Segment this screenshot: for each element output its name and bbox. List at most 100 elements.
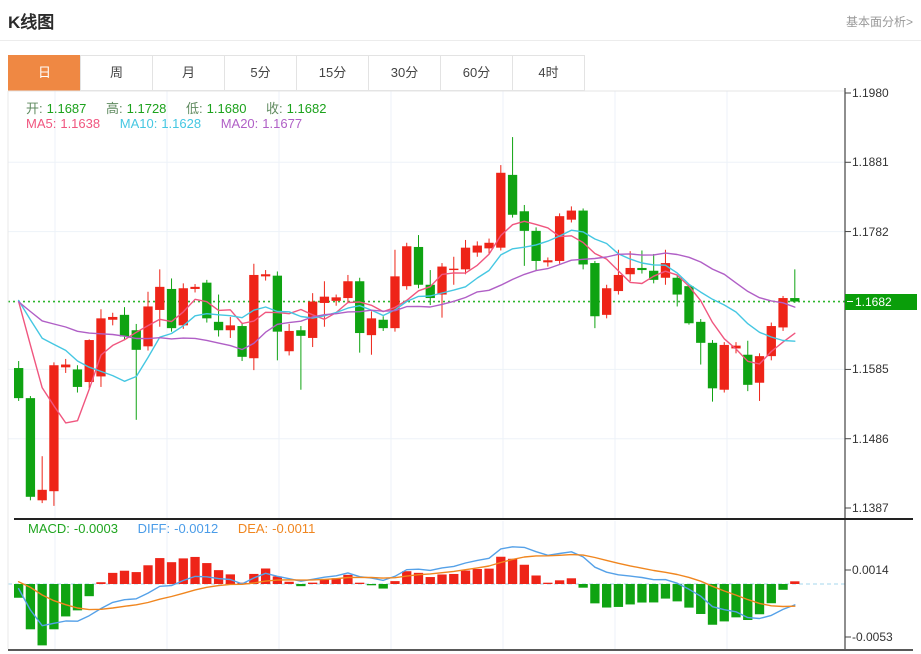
candle-body <box>484 242 494 249</box>
macd-histogram-bar <box>61 584 71 617</box>
candle-body <box>49 365 59 492</box>
current-price-badge: 1.1682 <box>845 293 917 310</box>
macd-histogram-bar <box>672 584 682 602</box>
macd-histogram-bar <box>590 584 600 604</box>
macd-histogram-bar <box>472 569 482 584</box>
macd-histogram-bar <box>331 578 341 584</box>
ma5-line <box>17 220 796 424</box>
candle-body <box>190 286 200 289</box>
candle-body <box>425 284 435 299</box>
candle-body <box>202 282 212 319</box>
ohlc-open-value: 1.1687 <box>46 101 87 116</box>
macd-histogram-bar <box>507 558 518 584</box>
macd-histogram-bar <box>766 584 776 604</box>
period-tab-3[interactable]: 月 <box>152 55 225 91</box>
ma-legend: MA5: 1.1638 MA10: 1.1628 MA20: 1.1677 <box>26 116 306 131</box>
ohlc-low-label: 低: <box>186 101 203 116</box>
candle-body <box>237 326 247 357</box>
candle-body <box>566 210 577 220</box>
dea-value: -0.0011 <box>272 521 316 536</box>
candle-body <box>108 316 118 320</box>
candle-body <box>590 263 600 317</box>
macd-histogram-bar <box>790 581 800 584</box>
macd-histogram-bar <box>602 584 612 608</box>
candle-body <box>119 314 130 337</box>
candle-body <box>166 288 177 329</box>
macd-histogram-bar <box>355 582 365 584</box>
ohlc-close-label: 收: <box>266 101 283 116</box>
candle-body <box>14 368 24 399</box>
candle-body <box>790 298 800 302</box>
macd-histogram-bar <box>366 584 377 586</box>
candle-body <box>543 260 553 263</box>
candle-body <box>61 364 71 368</box>
period-tab-4[interactable]: 5分 <box>224 55 297 91</box>
ma5-label: MA5: <box>26 116 57 131</box>
price-axis-label: 1.1585 <box>852 362 889 377</box>
macd-histogram-bar <box>578 584 588 588</box>
macd-histogram-bar <box>460 570 471 584</box>
candle-body <box>355 281 365 334</box>
macd-histogram-bar <box>660 584 671 599</box>
macd-histogram-bar <box>72 584 83 611</box>
price-axis-label: 1.1387 <box>852 501 889 515</box>
candle-body <box>343 281 353 299</box>
period-tab-6[interactable]: 30分 <box>368 55 441 91</box>
candle-body <box>390 276 400 329</box>
candle-body <box>696 321 706 343</box>
candle-body <box>602 288 612 315</box>
candle-body <box>402 246 412 287</box>
candle-body <box>213 321 224 331</box>
macd-histogram-bar <box>449 573 459 584</box>
macd-histogram-bar <box>155 558 165 584</box>
price-axis-label: 1.1980 <box>852 86 889 100</box>
macd-histogram-bar <box>425 577 435 584</box>
macd-histogram-bar <box>696 584 706 614</box>
period-tab-7[interactable]: 60分 <box>440 55 513 91</box>
macd-histogram-bar <box>402 571 412 584</box>
ohlc-open-label: 开: <box>26 101 43 116</box>
candle-body <box>531 230 541 261</box>
macd-histogram-bar <box>496 556 506 584</box>
macd-histogram-bar <box>731 584 741 618</box>
macd-histogram-bar <box>96 582 106 584</box>
macd-label: MACD: <box>28 521 70 536</box>
candle-body <box>578 210 588 265</box>
macd-histogram-bar <box>390 581 400 584</box>
macd-histogram-bar <box>25 584 36 630</box>
candle-body <box>707 342 718 389</box>
price-axis-label: 1.1486 <box>852 431 889 446</box>
macd-histogram-bar <box>378 584 388 589</box>
header-divider <box>0 40 921 41</box>
candle-body <box>131 330 141 350</box>
ohlc-high-label: 高: <box>106 101 123 116</box>
macd-histogram-bar <box>296 584 306 587</box>
macd-histogram-bar <box>49 584 59 630</box>
candle-body <box>731 345 741 349</box>
macd-histogram-bar <box>308 582 318 584</box>
macd-histogram-bar <box>625 584 635 605</box>
period-tab-1[interactable]: 日 <box>8 55 81 91</box>
macd-histogram-bar <box>166 562 177 584</box>
candle-body <box>37 489 47 501</box>
macd-histogram-bar <box>754 584 765 615</box>
diff-line <box>17 546 796 627</box>
candle-body <box>778 298 788 328</box>
macd-histogram-bar <box>437 574 447 584</box>
macd-histogram-bar <box>413 572 424 584</box>
current-price-text: 1.1682 <box>855 294 892 309</box>
fundamental-analysis-link[interactable]: 基本面分析> <box>845 15 913 29</box>
candle-body <box>272 275 283 332</box>
price-axis-label: 1.1881 <box>852 155 889 170</box>
candle-body <box>308 301 318 338</box>
macd-legend: MACD: -0.0003 DIFF: -0.0012 DEA: -0.0011 <box>28 521 319 536</box>
macd-histogram-bar <box>554 580 565 584</box>
macd-histogram-bar <box>249 573 259 584</box>
macd-histogram-bar <box>343 574 353 584</box>
page-title: K线图 <box>8 13 55 32</box>
macd-histogram-bar <box>684 584 694 608</box>
candle-body <box>449 268 459 271</box>
period-tab-5[interactable]: 15分 <box>296 55 369 91</box>
